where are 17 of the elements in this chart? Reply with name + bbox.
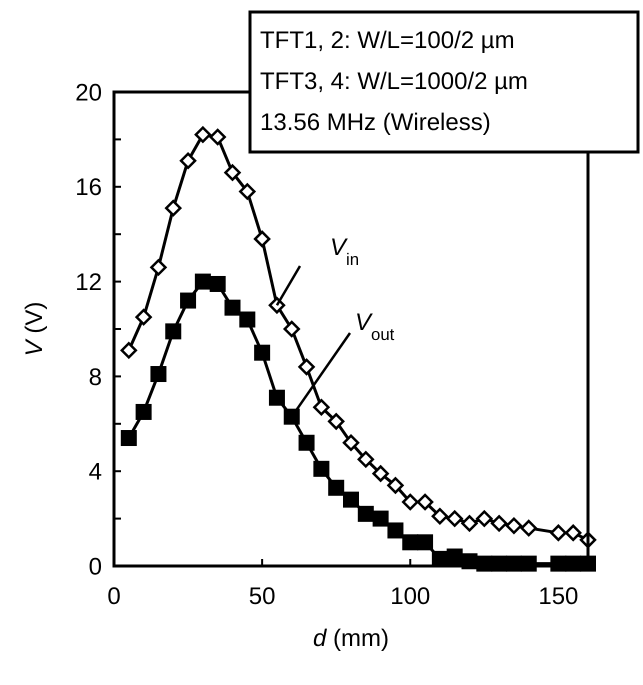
annotation: 13.56 MHz (Wireless) xyxy=(260,109,491,136)
text: V$_{out}$ xyxy=(355,309,395,344)
text: TFT1, 2: W/L=100/2 µm xyxy=(260,27,515,54)
x-axis-title: d (mm) xyxy=(313,625,389,652)
y-tick-label: 20 xyxy=(75,79,102,106)
text: V$_{in}$ xyxy=(330,234,360,268)
y-axis-title: V (V) xyxy=(21,302,48,356)
x-tick-label: 100 xyxy=(390,583,430,610)
y-tick-label: 0 xyxy=(88,553,102,580)
x-tick-label: 50 xyxy=(248,583,276,610)
y-tick-label: 16 xyxy=(75,174,102,202)
x-tick-label: 150 xyxy=(538,583,578,610)
annotation: TFT3, 4: W/L=1000/2 µm xyxy=(260,68,528,95)
x-tick-label: 0 xyxy=(107,583,121,610)
y-tick-label: 8 xyxy=(88,364,102,391)
y-tick-label: 4 xyxy=(88,458,102,486)
y-tick-label: 12 xyxy=(75,269,102,296)
